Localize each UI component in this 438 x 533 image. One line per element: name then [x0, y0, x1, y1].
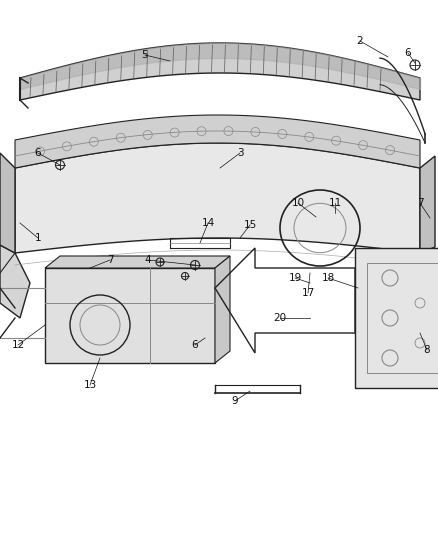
Text: 11: 11: [328, 198, 342, 208]
Text: 19: 19: [288, 273, 302, 283]
Text: 7: 7: [107, 255, 113, 265]
Text: 5: 5: [141, 50, 148, 60]
Polygon shape: [0, 245, 30, 318]
Text: 6: 6: [405, 48, 411, 58]
Text: 3: 3: [237, 148, 244, 158]
Text: 20: 20: [273, 313, 286, 323]
Polygon shape: [0, 153, 15, 253]
Text: 7: 7: [417, 198, 423, 208]
Text: 9: 9: [232, 396, 238, 406]
Text: 17: 17: [301, 288, 314, 298]
Bar: [45, 268, 215, 363]
Text: 13: 13: [83, 380, 97, 390]
Polygon shape: [420, 156, 435, 253]
Text: 12: 12: [11, 340, 25, 350]
Text: 15: 15: [244, 220, 257, 230]
Text: 10: 10: [291, 198, 304, 208]
Polygon shape: [15, 143, 420, 253]
Text: 1: 1: [35, 233, 41, 243]
Bar: [355, 248, 438, 388]
Text: 6: 6: [35, 148, 41, 158]
Text: 8: 8: [424, 345, 430, 355]
Polygon shape: [20, 43, 420, 100]
Text: 6: 6: [192, 340, 198, 350]
Polygon shape: [45, 256, 230, 268]
Text: 2: 2: [357, 36, 363, 46]
Polygon shape: [15, 115, 420, 168]
Bar: [367, 263, 438, 373]
Text: 4: 4: [145, 255, 151, 265]
Polygon shape: [215, 256, 230, 363]
Text: 18: 18: [321, 273, 335, 283]
Text: 14: 14: [201, 218, 215, 228]
